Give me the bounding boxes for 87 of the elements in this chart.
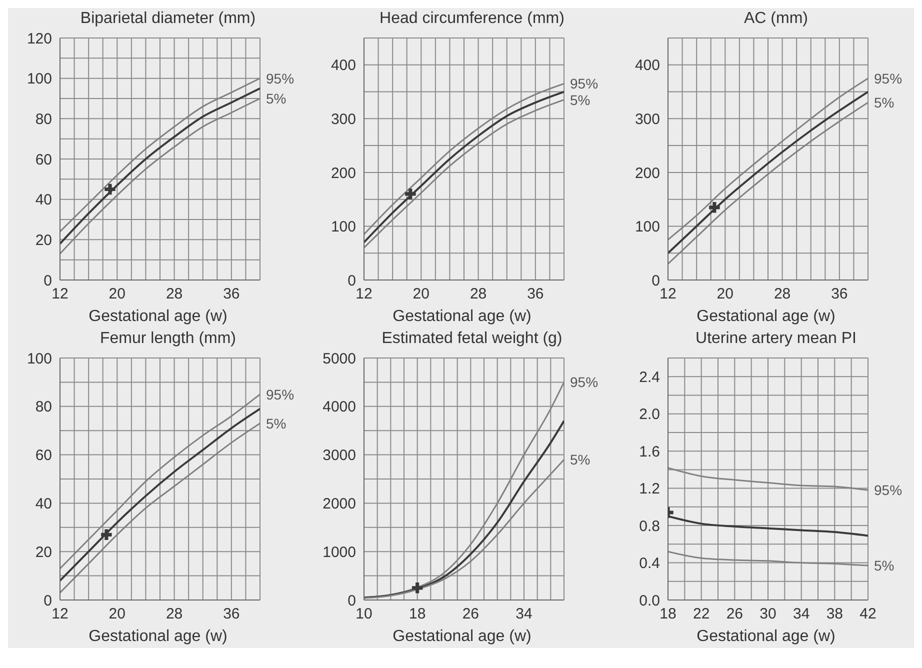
x-tick-label: 10 — [356, 606, 372, 623]
x-tick-label: 20 — [716, 286, 734, 303]
series-label: 5% — [570, 92, 590, 108]
x-tick-label: 18 — [408, 606, 426, 623]
series-label: 5% — [874, 558, 894, 574]
y-tick-label: 3000 — [322, 447, 356, 464]
x-tick-label: 12 — [356, 286, 372, 303]
y-tick-label: 0.4 — [639, 555, 660, 572]
y-tick-label: 120 — [26, 30, 52, 48]
series-label: 5% — [874, 94, 894, 111]
y-tick-label: 2.0 — [639, 406, 660, 424]
y-tick-label: 4000 — [322, 398, 356, 416]
y-tick-label: 200 — [330, 164, 356, 182]
x-tick-label: 34 — [516, 606, 532, 623]
y-tick-label: 80 — [35, 110, 52, 128]
y-tick-label: 300 — [634, 110, 660, 128]
chart-title: Biparietal diameter (mm) — [79, 9, 257, 29]
y-tick-label: 0 — [652, 272, 660, 290]
chart-title: Femur length (mm) — [98, 329, 238, 349]
x-axis-title: Gestational age (w) — [88, 307, 228, 327]
x-axis-title: Gestational age (w) — [88, 627, 228, 647]
x-tick-label: 34 — [792, 606, 810, 623]
chart-title: AC (mm) — [743, 9, 809, 29]
y-tick-label: 300 — [330, 110, 356, 128]
x-axis-title: Gestational age (w) — [696, 307, 836, 327]
y-tick-label: 5000 — [322, 350, 356, 368]
x-tick-label: 36 — [223, 286, 240, 303]
x-axis-title: Gestational age (w) — [696, 627, 836, 647]
y-tick-label: 100 — [634, 218, 660, 236]
x-tick-label: 30 — [760, 606, 776, 623]
x-tick-label: 22 — [692, 606, 710, 623]
y-tick-label: 40 — [35, 192, 52, 209]
series-label: 95% — [874, 482, 902, 498]
x-tick-label: 28 — [470, 286, 487, 303]
y-tick-label: 20 — [35, 544, 52, 561]
y-tick-label: 60 — [35, 447, 52, 464]
x-tick-label: 38 — [826, 606, 844, 623]
x-tick-label: 12 — [52, 286, 68, 303]
x-tick-label: 42 — [860, 606, 876, 623]
x-axis-title: Gestational age (w) — [392, 307, 532, 327]
x-tick-label: 12 — [52, 606, 68, 623]
y-tick-label: 2.4 — [639, 368, 660, 386]
y-tick-label: 400 — [330, 57, 356, 74]
y-tick-label: 40 — [35, 496, 52, 513]
y-tick-label: 0 — [44, 592, 52, 610]
x-tick-label: 12 — [660, 286, 676, 303]
y-tick-label: 1000 — [322, 544, 356, 561]
y-tick-label: 400 — [634, 57, 660, 74]
x-tick-label: 26 — [462, 606, 480, 623]
x-axis-title: Gestational age (w) — [392, 627, 532, 647]
x-tick-label: 18 — [660, 606, 676, 623]
x-tick-label: 36 — [831, 286, 848, 303]
y-tick-label: 100 — [26, 70, 52, 88]
series-label: 95% — [266, 386, 294, 402]
chart-title: Head circumference (mm) — [378, 9, 566, 29]
y-tick-label: 0.0 — [639, 592, 660, 610]
x-tick-label: 26 — [726, 606, 744, 623]
y-tick-label: 200 — [634, 164, 660, 182]
x-tick-label: 28 — [774, 286, 791, 303]
x-tick-label: 36 — [223, 606, 240, 623]
series-label: 5% — [266, 415, 286, 432]
x-tick-label: 20 — [412, 286, 430, 303]
y-tick-label: 0.8 — [639, 518, 660, 535]
series-label: 95% — [874, 70, 902, 86]
y-tick-label: 100 — [330, 218, 356, 236]
x-tick-label: 28 — [166, 286, 183, 303]
y-tick-label: 60 — [35, 151, 52, 168]
y-tick-label: 2000 — [322, 496, 356, 513]
y-tick-label: 0 — [348, 272, 356, 290]
x-tick-label: 28 — [166, 606, 183, 623]
series-label: 5% — [266, 90, 286, 106]
series-label: 95% — [570, 76, 598, 92]
y-tick-label: 100 — [26, 350, 52, 368]
x-tick-label: 36 — [527, 286, 544, 303]
y-tick-label: 1.6 — [639, 443, 660, 460]
series-label: 95% — [570, 374, 598, 390]
chart-title: Estimated fetal weight (g) — [380, 329, 564, 349]
x-tick-label: 20 — [108, 286, 126, 303]
y-tick-label: 0 — [348, 592, 356, 610]
x-tick-label: 20 — [108, 606, 126, 623]
chart-title: Uterine artery mean PI — [694, 329, 858, 349]
y-tick-label: 1.2 — [639, 480, 660, 498]
y-tick-label: 20 — [35, 232, 52, 249]
y-tick-label: 80 — [35, 398, 52, 416]
y-tick-label: 0 — [44, 272, 52, 290]
series-label: 5% — [570, 452, 590, 468]
series-label: 95% — [266, 70, 294, 86]
